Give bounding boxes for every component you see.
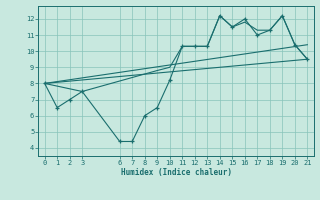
X-axis label: Humidex (Indice chaleur): Humidex (Indice chaleur) xyxy=(121,168,231,177)
